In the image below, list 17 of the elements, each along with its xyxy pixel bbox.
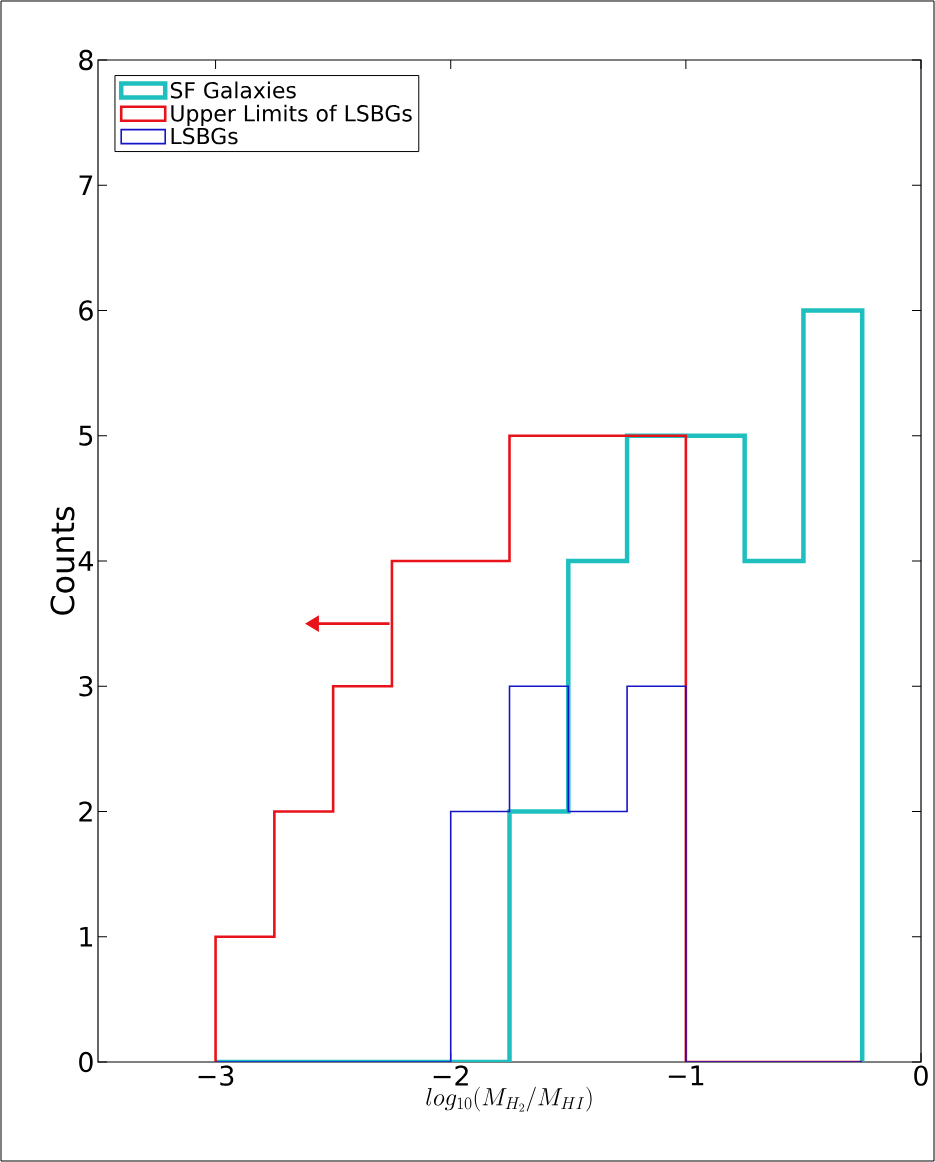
x-axis-title: $log_{10}(M_{H_2}/M_{HI})$ — [426, 1086, 592, 1112]
x-tick-label: 0 — [914, 1065, 928, 1086]
legend-label: Upper Limits of LSBGs — [171, 104, 412, 126]
x-tick-label: −1 — [668, 1065, 704, 1086]
y-axis-title: Counts — [50, 506, 75, 615]
y-tick-label: 1 — [80, 926, 93, 947]
x-tick-label: −3 — [198, 1065, 234, 1086]
legend-label: SF Galaxies — [170, 81, 296, 99]
y-tick-label: 2 — [79, 801, 92, 822]
y-tick-label: 4 — [78, 551, 93, 571]
y-tick-label: 7 — [79, 175, 93, 196]
y-tick-label: 5 — [79, 425, 93, 446]
y-tick-label: 3 — [79, 676, 93, 697]
y-tick-label: 6 — [79, 300, 93, 321]
x-tick-label: −2 — [433, 1065, 468, 1086]
legend-label: LSBGs — [171, 127, 238, 145]
y-tick-label: 8 — [79, 49, 93, 71]
